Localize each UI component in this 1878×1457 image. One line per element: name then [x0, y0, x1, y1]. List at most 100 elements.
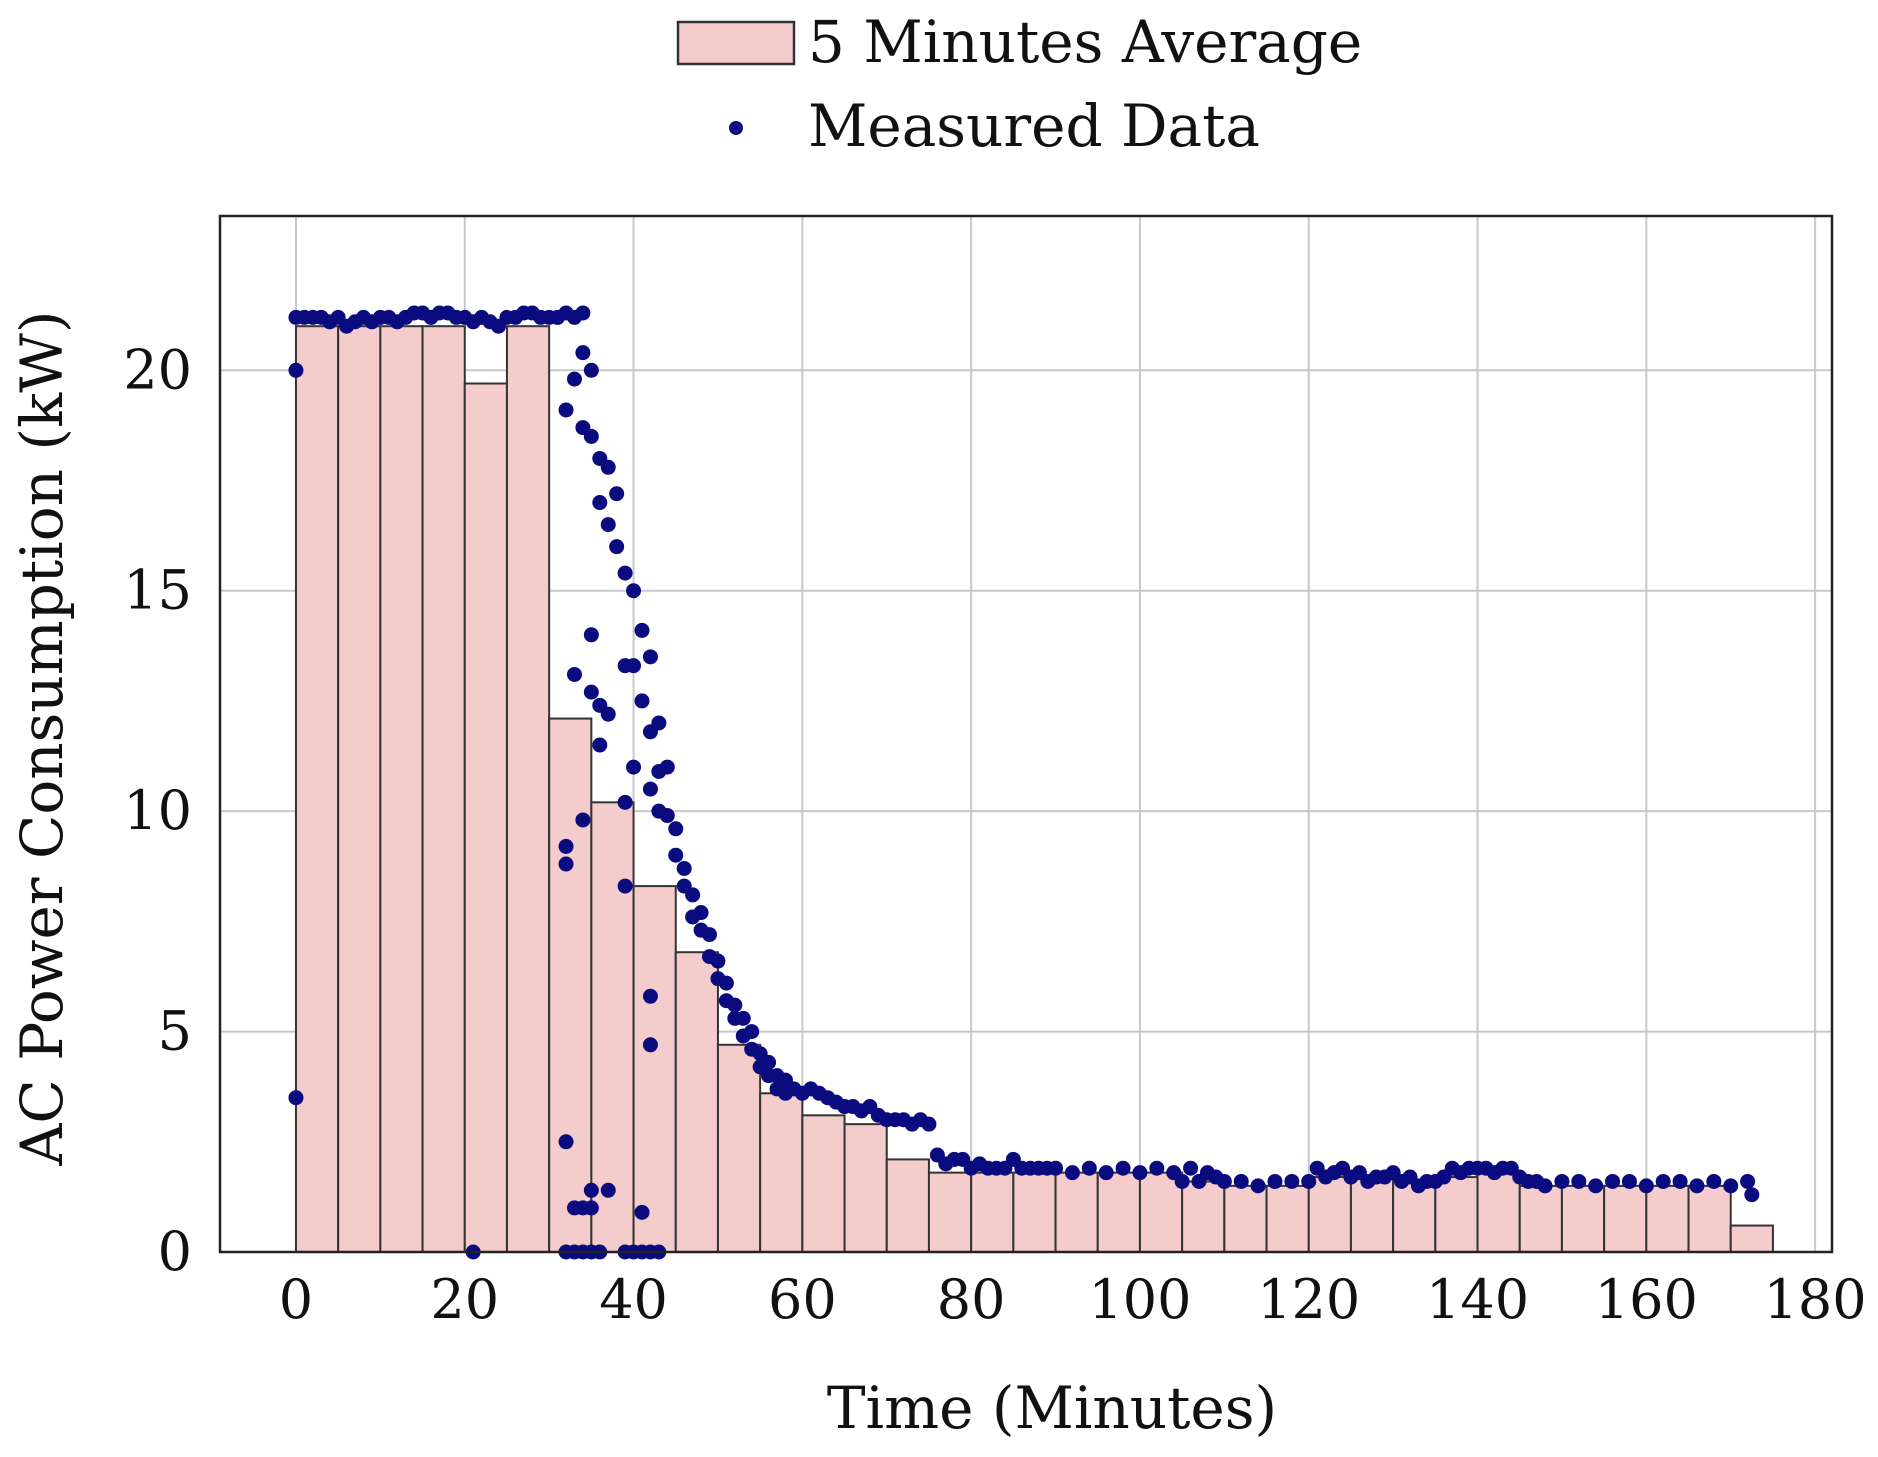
measured-point	[761, 1054, 777, 1070]
measured-point	[642, 781, 658, 797]
bars	[294, 325, 1774, 1254]
plot-frame	[218, 214, 1834, 1254]
y-tick-label: 10	[123, 779, 192, 842]
bar-average	[1518, 1184, 1563, 1253]
y-tick-label: 20	[123, 338, 192, 401]
x-axis-title: Time (Minutes)	[827, 1374, 1277, 1442]
legend-dot-swatch	[729, 121, 743, 135]
bar-average	[1307, 1176, 1352, 1253]
y-axis-title: AC Power Consumption (kW)	[8, 311, 76, 1167]
y-tick-label: 5	[158, 1000, 192, 1063]
x-tick-label: 20	[430, 1268, 499, 1331]
bar-average	[1349, 1176, 1395, 1253]
x-tick-labels: 0 20 40 60 80 100 120 140 160 180	[279, 1268, 1867, 1331]
x-tick-label: 180	[1764, 1268, 1867, 1331]
measured-points	[288, 305, 1760, 1260]
bar-average	[885, 1158, 930, 1253]
bar-average	[674, 951, 719, 1253]
measured-point	[583, 627, 599, 643]
bar-average	[801, 1114, 846, 1254]
measured-point	[617, 878, 633, 894]
bar-average	[1434, 1176, 1479, 1253]
bar-average	[1645, 1184, 1690, 1253]
bar-average	[1560, 1184, 1606, 1253]
bar-average	[1012, 1171, 1057, 1254]
legend: 5 Minutes Average Measured Data	[676, 8, 1362, 160]
bar-average	[1476, 1171, 1521, 1254]
measured-point	[1672, 1173, 1688, 1189]
measured-point	[1149, 1160, 1165, 1176]
measured-point	[659, 759, 675, 775]
measured-point	[735, 1010, 751, 1026]
measured-point	[575, 345, 591, 361]
y-tick-labels: 0 5 10 15 20	[123, 338, 192, 1283]
legend-bar-label: 5 Minutes Average	[808, 8, 1362, 76]
x-tick-label: 40	[599, 1268, 668, 1331]
measured-point	[718, 975, 734, 991]
measured-point	[1740, 1173, 1756, 1189]
measured-point	[1744, 1187, 1760, 1203]
measured-point	[583, 1182, 599, 1198]
bar-average	[716, 1043, 762, 1254]
measured-point	[1183, 1160, 1199, 1176]
y-tick-label: 15	[123, 559, 192, 622]
measured-point	[1284, 1173, 1300, 1189]
bar-average	[843, 1123, 888, 1254]
bar-average	[1392, 1180, 1437, 1254]
measured-point	[558, 1134, 574, 1150]
measured-point	[288, 362, 304, 378]
measured-point	[659, 808, 675, 824]
measured-point	[1638, 1178, 1654, 1194]
measured-point	[592, 737, 608, 753]
measured-point	[600, 706, 616, 722]
bar-average	[379, 325, 424, 1253]
measured-point	[617, 794, 633, 810]
bar-average	[294, 325, 340, 1253]
measured-point	[609, 539, 625, 555]
measured-point	[617, 565, 633, 581]
measured-point	[288, 1090, 304, 1106]
measured-point	[1132, 1165, 1148, 1181]
x-tick-label: 0	[279, 1268, 313, 1331]
measured-point	[583, 362, 599, 378]
measured-point	[1233, 1173, 1249, 1189]
measured-point	[1115, 1160, 1131, 1176]
measured-point	[583, 428, 599, 444]
measured-point	[668, 847, 684, 863]
measured-point	[566, 371, 582, 387]
measured-point	[600, 517, 616, 533]
bar-average	[1223, 1184, 1268, 1253]
measured-point	[558, 838, 574, 854]
measured-point	[1064, 1165, 1080, 1181]
bar-average	[632, 885, 677, 1253]
measured-point	[1301, 1173, 1317, 1189]
bar-average	[1181, 1180, 1226, 1254]
measured-point	[1081, 1160, 1097, 1176]
measured-point	[634, 1204, 650, 1220]
measured-point	[558, 856, 574, 872]
bar-average	[337, 325, 382, 1253]
measured-point	[642, 1037, 658, 1053]
measured-point	[575, 305, 591, 321]
bar-average	[548, 717, 593, 1253]
bar-average	[1265, 1184, 1310, 1253]
measured-point	[558, 402, 574, 418]
bar-average	[927, 1171, 973, 1254]
measured-point	[1571, 1173, 1587, 1189]
measured-point	[1250, 1178, 1266, 1194]
measured-point	[642, 649, 658, 665]
legend-dot-label: Measured Data	[808, 92, 1260, 160]
bar-average	[505, 325, 551, 1253]
measured-point	[1174, 1173, 1190, 1189]
measured-point	[710, 953, 726, 969]
measured-point	[642, 988, 658, 1004]
measured-point	[744, 1024, 760, 1040]
measured-point	[668, 821, 684, 837]
measured-point	[1689, 1178, 1705, 1194]
measured-point	[1216, 1173, 1232, 1189]
measured-point	[1048, 1160, 1064, 1176]
measured-point	[1554, 1173, 1570, 1189]
bar-average	[1096, 1171, 1141, 1254]
